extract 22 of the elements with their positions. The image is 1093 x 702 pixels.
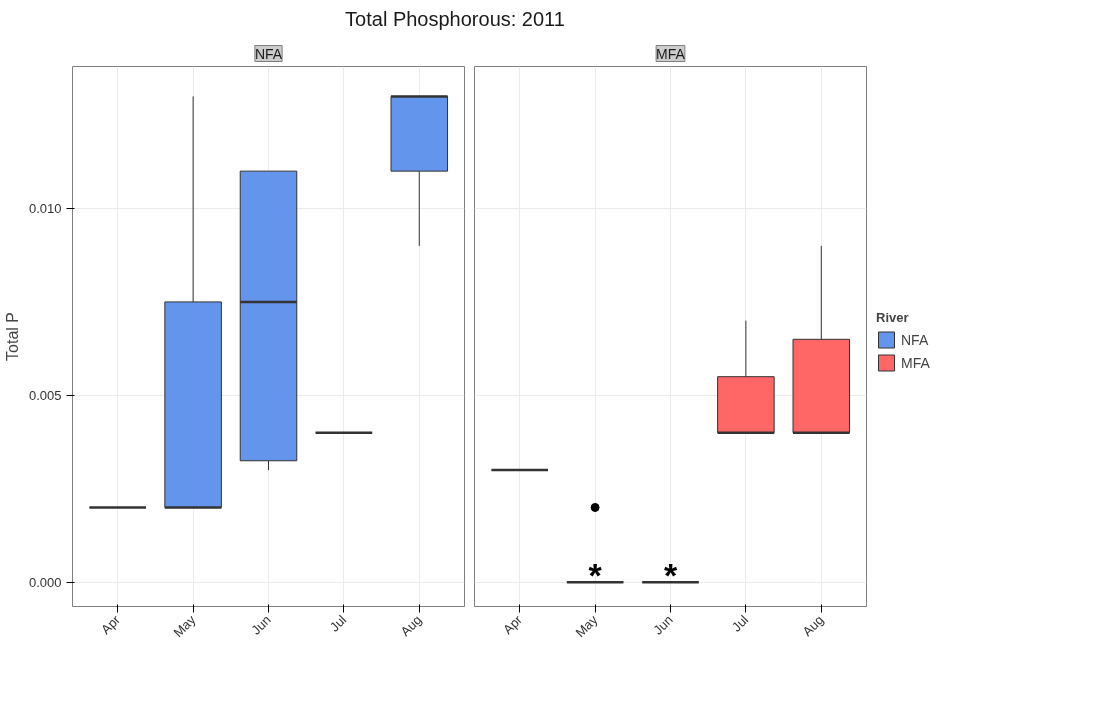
y-tick-label: 0.010	[28, 201, 62, 217]
x-tick-label: Jun	[650, 612, 676, 638]
annotation: *	[588, 556, 603, 595]
text: NFA	[254, 45, 283, 62]
text: MFA	[656, 45, 685, 62]
x-tick-label: May	[170, 611, 199, 641]
x-tick-label: Jun	[248, 612, 274, 638]
annotation: *	[663, 556, 678, 595]
chart-title: Total Phosphorous: 2011	[345, 7, 565, 32]
x-tick-label: May	[572, 611, 601, 641]
legend-label: MFA	[901, 354, 930, 371]
x-tick-label: Apr	[98, 611, 124, 638]
y-axis-title: Total P	[3, 312, 21, 361]
x-tick-label: Aug	[799, 612, 827, 640]
legend-title: River	[876, 309, 910, 325]
y-tick-label: 0.000	[28, 574, 62, 590]
x-tick-label: Apr	[500, 611, 526, 638]
x-tick-label: Jul	[728, 612, 752, 635]
x-tick-label: Aug	[397, 612, 425, 640]
legend-label: NFA	[901, 331, 929, 348]
y-tick-label: 0.005	[28, 387, 62, 403]
x-tick-label: Jul	[326, 612, 350, 635]
